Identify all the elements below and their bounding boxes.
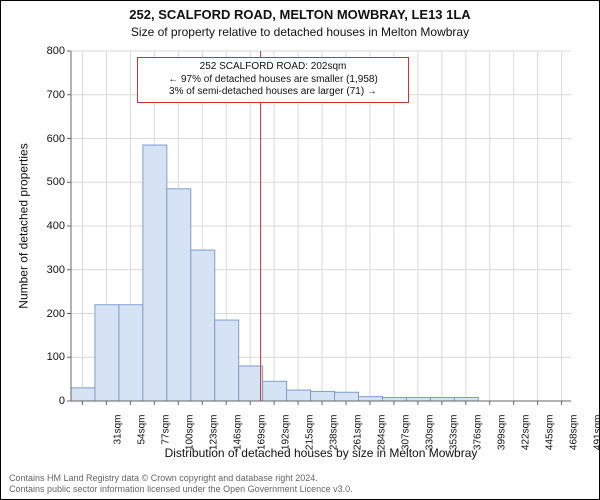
annotation-line2: ← 97% of detached houses are smaller (1,… (144, 74, 402, 87)
chart-subtitle: Size of property relative to detached ho… (1, 25, 599, 39)
y-tick: 700 (35, 89, 65, 101)
annotation-line3: 3% of semi-detached houses are larger (7… (144, 86, 402, 99)
y-tick: 100 (35, 351, 65, 363)
y-tick: 600 (35, 133, 65, 145)
attribution-line1: Contains HM Land Registry data © Crown c… (9, 473, 591, 484)
chart-container: 252, SCALFORD ROAD, MELTON MOWBRAY, LE13… (0, 0, 600, 500)
y-tick: 400 (35, 220, 65, 232)
y-tick: 500 (35, 176, 65, 188)
y-tick: 300 (35, 264, 65, 276)
annotation-box: 252 SCALFORD ROAD: 202sqm ← 97% of detac… (137, 57, 409, 103)
x-tick: 491sqm (592, 415, 600, 455)
attribution: Contains HM Land Registry data © Crown c… (9, 473, 591, 495)
chart-title: 252, SCALFORD ROAD, MELTON MOWBRAY, LE13… (1, 7, 599, 22)
chart-svg (71, 51, 571, 401)
annotation-line1: 252 SCALFORD ROAD: 202sqm (144, 61, 402, 74)
y-tick: 200 (35, 308, 65, 320)
y-tick: 0 (35, 395, 65, 407)
y-axis-label: Number of detached properties (15, 51, 33, 401)
attribution-line2: Contains public sector information licen… (9, 484, 591, 495)
y-tick: 800 (35, 45, 65, 57)
plot-area (71, 51, 571, 401)
x-axis-label: Distribution of detached houses by size … (71, 446, 571, 460)
